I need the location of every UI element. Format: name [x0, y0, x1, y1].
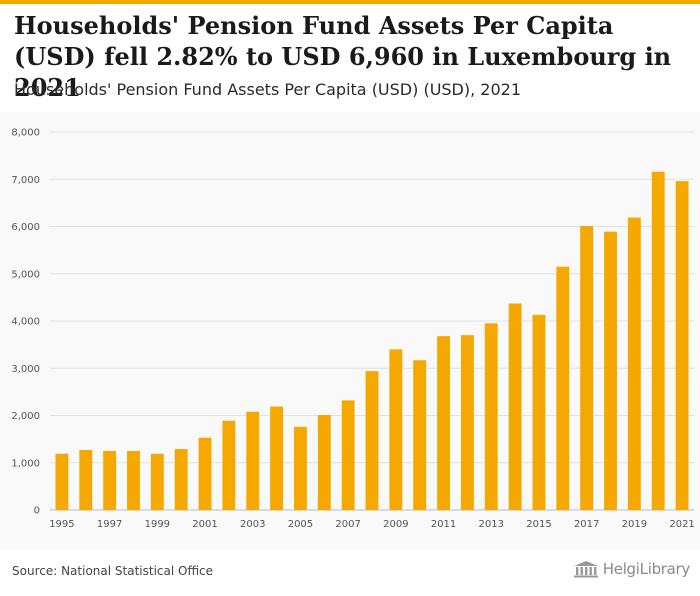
x-tick-label: 2009 [383, 519, 408, 530]
bar-1996 [79, 449, 93, 510]
x-tick-label: 2003 [240, 519, 265, 530]
bar-1999 [150, 453, 164, 510]
accent-bar [0, 0, 700, 4]
x-tick-label: 1997 [97, 519, 122, 530]
x-tick-label: 2011 [431, 519, 456, 530]
y-tick-label: 0 [34, 506, 40, 517]
bar-chart: 0 1,000 2,000 3,000 4,000 5,000 6,000 7,000 8,00… [11, 128, 694, 531]
x-tick-label: 2007 [335, 519, 360, 530]
y-tick-label: 5,000 [11, 269, 40, 280]
bar-2018 [604, 231, 617, 510]
bar-1997 [103, 450, 117, 510]
x-tick-label: 2019 [622, 519, 647, 530]
bar-2002 [222, 420, 236, 510]
chart-title: Households' Pension Fund Assets Per Capi… [14, 11, 672, 102]
library-building-icon [573, 561, 598, 578]
x-tick-label: 2005 [288, 519, 313, 530]
bar-2007 [341, 400, 355, 510]
bar-2004 [270, 406, 284, 510]
y-tick-label: 3,000 [11, 364, 40, 375]
y-tick-label: 1,000 [11, 458, 40, 469]
x-tick-label: 2017 [574, 519, 599, 530]
x-tick-label: 1999 [145, 519, 170, 530]
x-tick-label: 2021 [669, 519, 694, 530]
chart-subtitle: Households' Pension Fund Assets Per Capi… [14, 80, 522, 99]
bar-2017 [580, 226, 594, 510]
bar-2000 [174, 449, 188, 510]
bar-2014 [508, 303, 522, 510]
x-tick-label: 2015 [526, 519, 551, 530]
bar-2015 [532, 314, 546, 510]
bar-2020 [651, 171, 665, 510]
bar-2006 [317, 415, 331, 510]
bar-2012 [460, 335, 474, 510]
y-tick-label: 6,000 [11, 222, 40, 233]
bar-2010 [413, 360, 427, 510]
bar-2008 [365, 371, 379, 510]
bar-2003 [246, 411, 260, 510]
bar-1998 [127, 450, 140, 510]
bar-2005 [294, 426, 307, 510]
bar-2019 [627, 217, 641, 510]
bar-2021 [675, 181, 689, 510]
y-tick-label: 2,000 [11, 411, 40, 422]
x-tick-label: 1995 [49, 519, 74, 530]
bar-2009 [389, 349, 403, 510]
bar-2011 [437, 336, 450, 510]
bar-2001 [198, 437, 212, 510]
bar-2016 [556, 266, 570, 510]
chart-area: 0 1,000 2,000 3,000 4,000 5,000 6,000 7,000 8,00… [0, 112, 700, 550]
source-note: Source: National Statistical Office [12, 564, 214, 578]
helgi-library-logo: HelgiLibrary [573, 560, 690, 578]
y-tick-label: 4,000 [11, 317, 40, 328]
bar-1995 [55, 453, 69, 510]
x-tick-label: 2013 [479, 519, 504, 530]
logo-text: HelgiLibrary [602, 560, 691, 578]
y-tick-label: 7,000 [11, 175, 40, 186]
bar-2013 [484, 323, 498, 510]
x-tick-label: 2001 [192, 519, 217, 530]
y-tick-label: 8,000 [11, 128, 40, 139]
